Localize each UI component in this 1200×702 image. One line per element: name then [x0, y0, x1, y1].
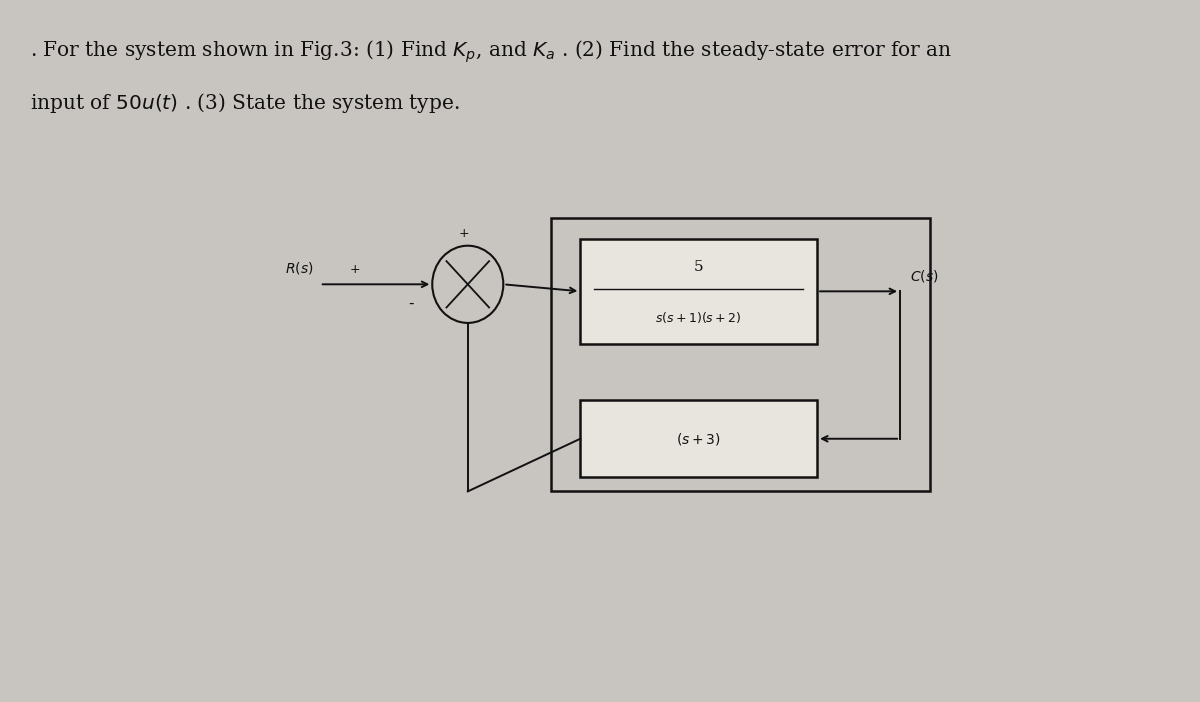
Text: $s(s+1)(s+2)$: $s(s+1)(s+2)$: [655, 310, 742, 325]
Text: $R(s)$: $R(s)$: [286, 260, 314, 276]
Text: input of $50u(t)$ . (3) State the system type.: input of $50u(t)$ . (3) State the system…: [30, 91, 460, 115]
Text: -: -: [408, 296, 414, 311]
Text: +: +: [458, 227, 469, 240]
Bar: [581, 239, 817, 344]
Text: $(s+3)$: $(s+3)$: [677, 431, 721, 446]
Bar: [551, 218, 930, 491]
Text: +: +: [349, 263, 360, 276]
Text: . For the system shown in Fig.3: (1) Find $K_p$, and $K_a$ . (2) Find the steady: . For the system shown in Fig.3: (1) Fin…: [30, 39, 952, 65]
Bar: [581, 400, 817, 477]
Text: 5: 5: [694, 260, 703, 274]
Text: $C(s)$: $C(s)$: [910, 268, 938, 284]
Ellipse shape: [432, 246, 503, 323]
